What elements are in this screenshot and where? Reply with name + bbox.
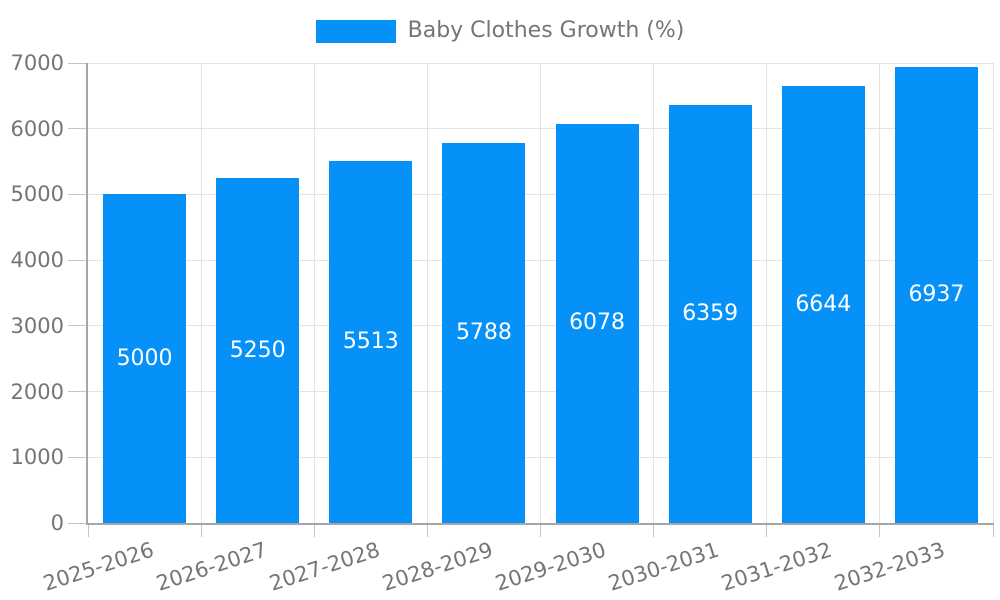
x-axis-tick	[653, 523, 655, 537]
bar-2032-2033[interactable]	[894, 67, 978, 523]
y-axis-tick	[68, 259, 88, 261]
x-axis-line	[86, 523, 994, 525]
y-axis-label: 4000	[10, 248, 64, 273]
bar-value-label: 5000	[116, 345, 173, 371]
gridline-vertical	[653, 63, 655, 523]
bar-value-label: 6359	[682, 301, 739, 327]
y-axis-label: 6000	[10, 116, 64, 141]
plot-area: 5000 5250 5513 5788 6078 6359 6644 6937	[88, 62, 994, 523]
x-axis-tick	[879, 523, 881, 537]
x-axis-tick	[426, 523, 428, 537]
bar-2030-2031[interactable]	[668, 105, 752, 523]
gridline-vertical	[313, 63, 315, 523]
bar-2031-2032[interactable]	[781, 86, 865, 523]
y-axis-label: 3000	[10, 313, 64, 338]
legend-swatch	[315, 19, 396, 43]
gridline-vertical	[992, 63, 994, 523]
gridline-vertical	[200, 63, 202, 523]
x-axis-tick	[200, 523, 202, 537]
x-axis-tick	[540, 523, 541, 537]
legend-label: Baby Clothes Growth (%)	[407, 18, 685, 43]
gridline-vertical	[766, 63, 768, 523]
bar-2027-2028[interactable]	[329, 160, 413, 523]
bar-value-label: 5788	[455, 319, 512, 345]
gridline-vertical	[540, 63, 541, 523]
y-axis-label: 1000	[10, 445, 64, 470]
y-axis-tick	[68, 522, 88, 524]
y-axis-tick	[68, 456, 88, 458]
gridline-vertical	[879, 63, 881, 523]
bar-2026-2027[interactable]	[216, 178, 300, 523]
bar-value-label: 6937	[908, 282, 965, 308]
y-axis-label: 2000	[10, 379, 64, 404]
bar-2028-2029[interactable]	[442, 142, 526, 523]
bar-value-label: 5513	[342, 328, 399, 354]
bar-value-label: 5250	[229, 337, 286, 363]
y-axis-line	[86, 63, 88, 523]
y-axis-tick	[68, 325, 88, 327]
bar-value-label: 6644	[795, 291, 852, 317]
bar-2025-2026[interactable]	[103, 194, 187, 523]
y-axis-tick	[68, 391, 88, 393]
x-axis-tick	[992, 523, 994, 537]
x-axis-tick	[766, 523, 768, 537]
x-axis-tick	[313, 523, 315, 537]
y-axis-label: 7000	[10, 51, 64, 75]
bar-value-label: 6078	[569, 310, 626, 336]
bar-2029-2030[interactable]	[555, 123, 639, 523]
y-axis-tick	[68, 128, 88, 130]
x-axis-tick	[87, 523, 89, 537]
y-axis-label: 0	[50, 511, 64, 535]
y-axis-label: 5000	[10, 182, 64, 207]
legend[interactable]: Baby Clothes Growth (%)	[0, 18, 1000, 44]
gridline-vertical	[426, 63, 428, 523]
y-axis-tick	[68, 193, 88, 195]
y-axis-tick	[68, 62, 88, 64]
